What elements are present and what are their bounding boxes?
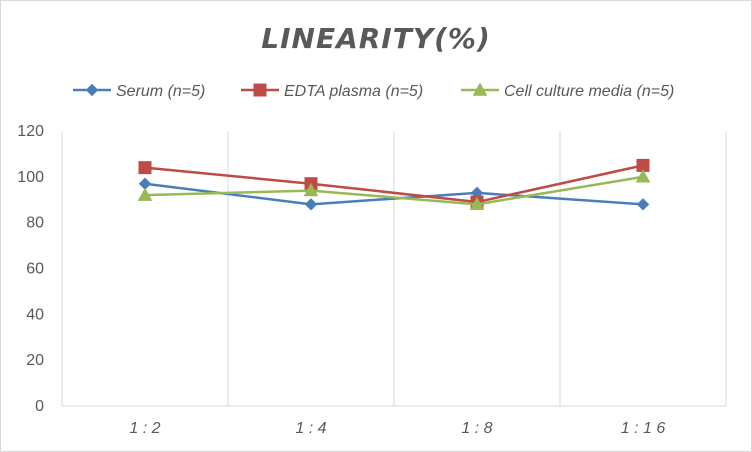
grid — [227, 131, 727, 406]
series-2 — [138, 158, 650, 209]
legend-marker — [253, 83, 267, 97]
x-axis-ticks: 1 : 2 1 : 4 1 : 8 1 : 1 6 — [129, 420, 665, 437]
legend-item: Cell culture media (n=5) — [461, 82, 674, 100]
data-point — [137, 187, 153, 201]
x-tick-label: 1 : 1 6 — [621, 420, 666, 437]
y-tick-label: 80 — [26, 215, 44, 232]
x-tick-label: 1 : 4 — [295, 420, 326, 437]
axes — [61, 131, 726, 407]
legend-label: Serum (n=5) — [116, 83, 205, 100]
x-tick-label: 1 : 8 — [461, 420, 492, 437]
y-tick-label: 20 — [26, 352, 44, 369]
series-line — [144, 175, 644, 206]
data-point — [469, 196, 485, 211]
y-axis-ticks: 0 20 40 60 80 100 120 — [17, 123, 44, 415]
legend-item: EDTA plasma (n=5) — [241, 83, 423, 100]
y-tick-label: 120 — [17, 123, 44, 140]
chart-title: LINEARITY(%) — [261, 22, 491, 55]
data-point — [304, 198, 318, 211]
legend-label: Cell culture media (n=5) — [504, 83, 674, 100]
legend-label: EDTA plasma (n=5) — [284, 83, 423, 100]
data-point — [303, 183, 319, 197]
legend-item: Serum (n=5) — [73, 83, 205, 100]
data-point — [636, 198, 650, 211]
legend-marker — [85, 83, 99, 97]
series-3 — [137, 169, 651, 211]
legend-marker — [472, 82, 488, 96]
data-point — [138, 177, 152, 190]
series-line — [144, 164, 644, 204]
series-layer — [137, 158, 651, 211]
y-tick-label: 0 — [35, 398, 44, 415]
data-point — [635, 169, 651, 183]
x-tick-label: 1 : 2 — [129, 420, 160, 437]
y-tick-label: 40 — [26, 306, 44, 323]
y-tick-label: 60 — [26, 261, 44, 278]
data-point — [138, 161, 152, 175]
legend: Serum (n=5) EDTA plasma (n=5) Cell culture… — [73, 82, 674, 100]
y-tick-label: 100 — [17, 169, 44, 186]
